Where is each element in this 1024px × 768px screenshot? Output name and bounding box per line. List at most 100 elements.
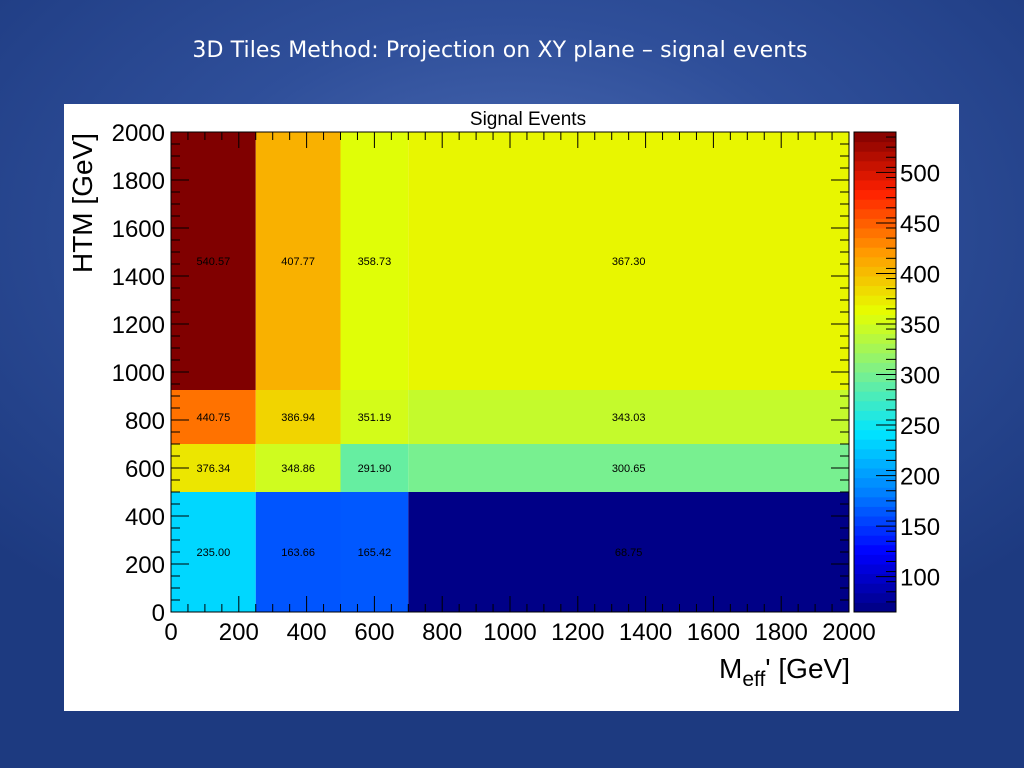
color-scale-band xyxy=(854,544,896,555)
color-scale-band xyxy=(854,429,896,440)
color-scale-band xyxy=(854,276,896,287)
color-scale-band xyxy=(854,516,896,527)
x-tick-label: 2000 xyxy=(822,619,875,646)
y-tick-label: 1800 xyxy=(112,168,165,195)
color-scale-tick-label: 400 xyxy=(900,261,940,288)
cell-value-label: 68.75 xyxy=(615,547,643,559)
color-scale-band xyxy=(854,160,896,171)
color-scale-band xyxy=(854,228,896,239)
cell-value-label: 440.75 xyxy=(197,412,231,424)
color-scale-band xyxy=(854,170,896,181)
color-scale-tick-label: 350 xyxy=(900,312,940,339)
color-scale-tick-label: 450 xyxy=(900,211,940,238)
heatmap-cell xyxy=(340,390,409,444)
color-scale-band xyxy=(854,237,896,248)
color-scale-band xyxy=(854,391,896,402)
color-scale-band xyxy=(854,468,896,479)
heatmap-cell xyxy=(340,492,409,612)
y-axis-title: HTM [GeV] xyxy=(67,133,98,273)
color-scale-band xyxy=(854,266,896,277)
heatmap-cells xyxy=(171,132,849,612)
color-scale-band xyxy=(854,314,896,325)
color-scale-band xyxy=(854,602,896,613)
y-tick-label: 800 xyxy=(125,408,165,435)
color-scale-band xyxy=(854,285,896,296)
heatmap-cell xyxy=(255,390,341,444)
cell-value-label: 165.42 xyxy=(358,547,392,559)
color-scale-tick-label: 500 xyxy=(900,160,940,187)
heatmap-cell xyxy=(340,132,409,390)
cell-value-label: 343.03 xyxy=(612,412,646,424)
x-axis-title: Meff' [GeV] xyxy=(719,653,850,691)
color-scale-border xyxy=(853,131,897,613)
cell-value-label: 540.57 xyxy=(197,256,231,268)
color-scale-band xyxy=(854,256,896,267)
color-scale-tick-label: 100 xyxy=(900,565,940,592)
cell-value-label: 163.66 xyxy=(281,547,315,559)
y-axis-ticks: 0 200 400 600 800 1000 1200 1400 1600 1800 2000 xyxy=(112,120,849,627)
heatmap-chart: Signal Events 540.57 407.77 358.73 367.30 44… xyxy=(67,109,940,691)
y-tick-label: 1000 xyxy=(112,360,165,387)
color-scale-band xyxy=(854,525,896,536)
x-axis-title-subscript: eff xyxy=(742,668,765,691)
cell-value-label: 351.19 xyxy=(358,412,392,424)
x-tick-label: 0 xyxy=(164,619,177,646)
color-scale-band xyxy=(854,141,896,152)
cell-value-label: 291.90 xyxy=(358,463,392,475)
x-tick-label: 600 xyxy=(354,619,394,646)
heatmap-cell xyxy=(171,132,256,390)
color-scale-band xyxy=(854,487,896,498)
y-tick-label: 1600 xyxy=(112,216,165,243)
color-scale-band xyxy=(854,151,896,162)
color-scale-band xyxy=(854,564,896,575)
cell-value-label: 235.00 xyxy=(197,547,231,559)
x-tick-label: 200 xyxy=(219,619,259,646)
color-scale-band xyxy=(854,362,896,373)
color-scale-band xyxy=(854,400,896,411)
color-scale-band xyxy=(854,448,896,459)
color-scale-tick-label: 250 xyxy=(900,413,940,440)
heatmap-cell xyxy=(171,390,256,444)
color-scale-band xyxy=(854,535,896,546)
x-tick-label: 1000 xyxy=(483,619,536,646)
cell-value-label: 300.65 xyxy=(612,463,646,475)
x-tick-label: 1800 xyxy=(755,619,808,646)
x-tick-label: 1600 xyxy=(687,619,740,646)
slide-title: 3D Tiles Method: Projection on XY plane … xyxy=(192,38,808,63)
y-tick-label: 200 xyxy=(125,552,165,579)
chart-title: Signal Events xyxy=(470,109,586,130)
color-scale-band xyxy=(854,583,896,594)
color-scale-band xyxy=(854,477,896,488)
color-scale-band xyxy=(854,208,896,219)
heatmap-cell xyxy=(408,390,849,444)
color-scale-band xyxy=(854,218,896,229)
color-scale-band xyxy=(854,189,896,200)
heatmap-cell xyxy=(255,132,341,390)
color-scale-band xyxy=(854,247,896,258)
color-scale-tick-label: 300 xyxy=(900,363,940,390)
y-tick-label: 2000 xyxy=(112,120,165,147)
y-tick-label: 0 xyxy=(152,600,165,627)
heatmap-cell xyxy=(255,492,341,612)
color-scale-band xyxy=(854,295,896,306)
x-axis-title-main: M xyxy=(719,653,742,684)
color-scale-band xyxy=(854,372,896,383)
y-tick-label: 400 xyxy=(125,504,165,531)
heatmap-cell xyxy=(408,492,849,612)
color-scale-band xyxy=(854,352,896,363)
heatmap-cell xyxy=(255,444,341,492)
color-scale: 100 150 200 250 300 350 400 450 500 xyxy=(853,131,940,613)
x-tick-label: 800 xyxy=(422,619,462,646)
color-scale-band xyxy=(854,439,896,450)
plot-frame: Signal Events 540.57 407.77 358.73 367.30 44… xyxy=(64,104,959,711)
x-tick-label: 1200 xyxy=(551,619,604,646)
color-scale-band xyxy=(854,506,896,517)
heatmap-cell xyxy=(408,444,849,492)
color-scale-band xyxy=(854,410,896,421)
heatmap-cell-labels: 540.57 407.77 358.73 367.30 440.75 386.94 351.… xyxy=(197,256,646,559)
color-scale-tick-label: 200 xyxy=(900,464,940,491)
heatmap-cell xyxy=(340,444,409,492)
cell-value-label: 407.77 xyxy=(281,256,315,268)
color-scale-band xyxy=(854,420,896,431)
y-tick-label: 1400 xyxy=(112,264,165,291)
